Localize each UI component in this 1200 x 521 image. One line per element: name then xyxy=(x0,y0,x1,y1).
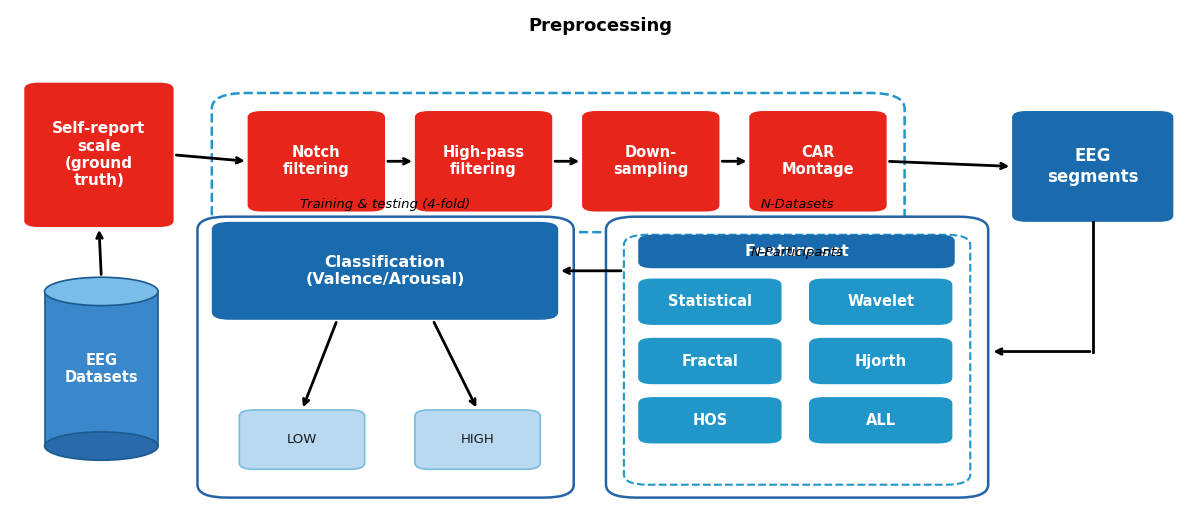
Text: N-Participants: N-Participants xyxy=(750,246,844,259)
Ellipse shape xyxy=(44,277,158,306)
Bar xyxy=(44,291,158,446)
FancyBboxPatch shape xyxy=(212,222,558,320)
FancyBboxPatch shape xyxy=(809,397,953,443)
Text: HOS: HOS xyxy=(692,413,727,428)
FancyBboxPatch shape xyxy=(24,83,174,227)
FancyBboxPatch shape xyxy=(582,111,720,212)
FancyBboxPatch shape xyxy=(638,397,781,443)
Ellipse shape xyxy=(44,432,158,460)
Text: Hjorth: Hjorth xyxy=(854,354,907,368)
Text: HIGH: HIGH xyxy=(461,433,494,446)
FancyBboxPatch shape xyxy=(415,410,540,469)
Text: Self-report
scale
(ground
truth): Self-report scale (ground truth) xyxy=(53,121,145,189)
FancyBboxPatch shape xyxy=(247,111,385,212)
Text: EEG
segments: EEG segments xyxy=(1046,147,1139,186)
FancyBboxPatch shape xyxy=(638,235,955,268)
FancyBboxPatch shape xyxy=(638,279,781,325)
FancyBboxPatch shape xyxy=(809,279,953,325)
Text: CAR
Montage: CAR Montage xyxy=(781,145,854,178)
FancyBboxPatch shape xyxy=(198,217,574,498)
Text: N-Datasets: N-Datasets xyxy=(761,197,834,210)
FancyBboxPatch shape xyxy=(624,235,971,485)
Text: ALL: ALL xyxy=(865,413,895,428)
FancyBboxPatch shape xyxy=(606,217,988,498)
Text: High-pass
filtering: High-pass filtering xyxy=(443,145,524,178)
Text: Notch
filtering: Notch filtering xyxy=(283,145,349,178)
FancyBboxPatch shape xyxy=(415,111,552,212)
Text: Down-
sampling: Down- sampling xyxy=(613,145,689,178)
Text: Classification
(Valence/Arousal): Classification (Valence/Arousal) xyxy=(305,255,464,287)
FancyBboxPatch shape xyxy=(212,93,905,232)
Text: Training & testing (4-fold): Training & testing (4-fold) xyxy=(300,197,470,210)
Text: LOW: LOW xyxy=(287,433,317,446)
FancyBboxPatch shape xyxy=(239,410,365,469)
Text: Fractal: Fractal xyxy=(682,354,738,368)
Text: EEG
Datasets: EEG Datasets xyxy=(65,353,138,385)
FancyBboxPatch shape xyxy=(749,111,887,212)
Text: Wavelet: Wavelet xyxy=(847,294,914,309)
Text: Feature set: Feature set xyxy=(745,244,848,259)
Text: Statistical: Statistical xyxy=(668,294,752,309)
Text: Preprocessing: Preprocessing xyxy=(528,17,672,35)
FancyBboxPatch shape xyxy=(638,338,781,384)
FancyBboxPatch shape xyxy=(1012,111,1174,222)
FancyBboxPatch shape xyxy=(809,338,953,384)
